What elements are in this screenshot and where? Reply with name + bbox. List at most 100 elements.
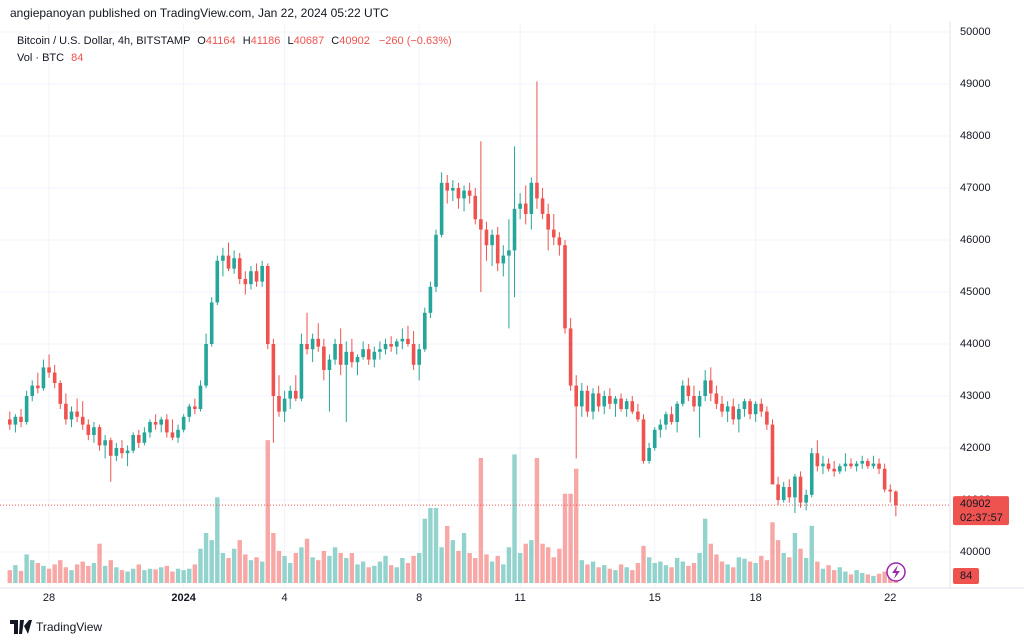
candle-body — [120, 448, 124, 454]
y-tick-label: 40000 — [960, 546, 991, 558]
volume-bar — [243, 554, 248, 583]
candle-body — [809, 453, 814, 495]
volume-bar — [529, 540, 534, 583]
candle-body — [372, 351, 377, 360]
candle-body — [282, 398, 287, 412]
volume-bar — [719, 561, 725, 583]
candle-body — [378, 349, 382, 352]
volume-bar — [787, 557, 792, 583]
volume-bar — [770, 522, 775, 583]
candle-body — [131, 435, 135, 451]
candle-body — [490, 234, 494, 246]
volume-bar — [848, 574, 854, 583]
candle-body — [725, 406, 730, 412]
candle-body — [473, 195, 478, 220]
volume-bar — [164, 565, 170, 583]
volume-bar — [489, 561, 495, 583]
y-tick-label: 50000 — [960, 26, 991, 38]
candle-body — [389, 344, 393, 347]
l-label: L — [287, 35, 293, 47]
volume-bar — [327, 555, 332, 583]
candle-body — [305, 344, 309, 350]
candle-body — [871, 463, 876, 467]
x-tick-label: 28 — [43, 592, 55, 604]
replay-icon[interactable] — [886, 562, 906, 582]
volume-bar — [142, 570, 147, 583]
candle-body — [669, 414, 674, 423]
volume-bar — [231, 548, 237, 583]
candle-body — [888, 489, 893, 492]
symbol-legend: Bitcoin / U.S. Dollar, 4h, BITSTAMP O411… — [17, 35, 452, 47]
candle-body — [176, 429, 180, 438]
candle-body — [613, 398, 618, 404]
candle-body — [731, 406, 736, 420]
candle-body — [568, 328, 573, 386]
candle-body — [125, 450, 130, 454]
volume-bar — [495, 555, 500, 583]
volume-bar — [658, 561, 663, 583]
volume-bar — [372, 565, 377, 583]
candle-body — [24, 396, 29, 423]
volume-bar — [114, 567, 119, 583]
candle-body — [338, 344, 343, 365]
candle-body — [19, 416, 23, 423]
candle-body — [580, 390, 584, 407]
volume-bar — [523, 543, 528, 583]
volume-bar — [686, 565, 691, 583]
volume-name: Vol · BTC — [17, 52, 64, 64]
candle-body — [787, 487, 792, 498]
volume-bar — [579, 560, 585, 583]
candle-body — [92, 427, 96, 436]
volume-bar — [742, 558, 747, 583]
candle-body — [574, 385, 579, 407]
volume-bar — [596, 567, 601, 583]
candle-body — [75, 411, 79, 417]
candle-body — [114, 448, 119, 456]
candle-body — [882, 468, 887, 490]
x-tick-label: 11 — [514, 592, 525, 604]
candle-body — [170, 432, 175, 438]
candle-body — [837, 466, 842, 472]
candle-body — [894, 491, 898, 506]
candle-body — [333, 344, 337, 360]
candle-body — [770, 424, 775, 485]
volume-bar — [517, 553, 523, 583]
candle-body — [232, 258, 236, 269]
candle-body — [563, 245, 567, 329]
volume-bar — [585, 564, 590, 583]
candle-body — [664, 414, 668, 425]
volume-bar — [809, 525, 814, 583]
candle-body — [204, 344, 208, 386]
candle-body — [400, 338, 405, 342]
volume-bar — [445, 525, 450, 583]
candle-layer — [8, 81, 898, 517]
volume-bar — [854, 570, 859, 583]
candle-body — [826, 463, 831, 469]
candle-body — [69, 411, 74, 420]
volume-bar — [613, 570, 618, 583]
volume-bar — [220, 553, 226, 583]
volume-bar — [248, 560, 254, 583]
volume-bar — [416, 553, 422, 583]
volume-bar — [562, 493, 568, 583]
volume-bar — [574, 468, 579, 583]
candle-body — [686, 385, 691, 397]
volume-bar — [18, 570, 24, 583]
candle-body — [30, 385, 35, 397]
candle-body — [394, 341, 399, 347]
candle-body — [58, 383, 63, 404]
volume-bar — [80, 561, 85, 583]
volume-bar — [130, 568, 136, 583]
volume-bar — [646, 557, 652, 583]
volume-bar — [35, 563, 41, 583]
candle-body — [451, 187, 455, 191]
candle-body — [294, 390, 298, 399]
candle-body — [428, 286, 433, 313]
candle-body — [80, 416, 85, 425]
x-tick-label: 18 — [750, 592, 762, 604]
volume-bar — [316, 560, 321, 583]
volume-bar — [125, 571, 130, 583]
volume-bar — [338, 553, 343, 583]
volume-bar — [136, 564, 141, 583]
brand-name: TradingView — [36, 620, 102, 634]
